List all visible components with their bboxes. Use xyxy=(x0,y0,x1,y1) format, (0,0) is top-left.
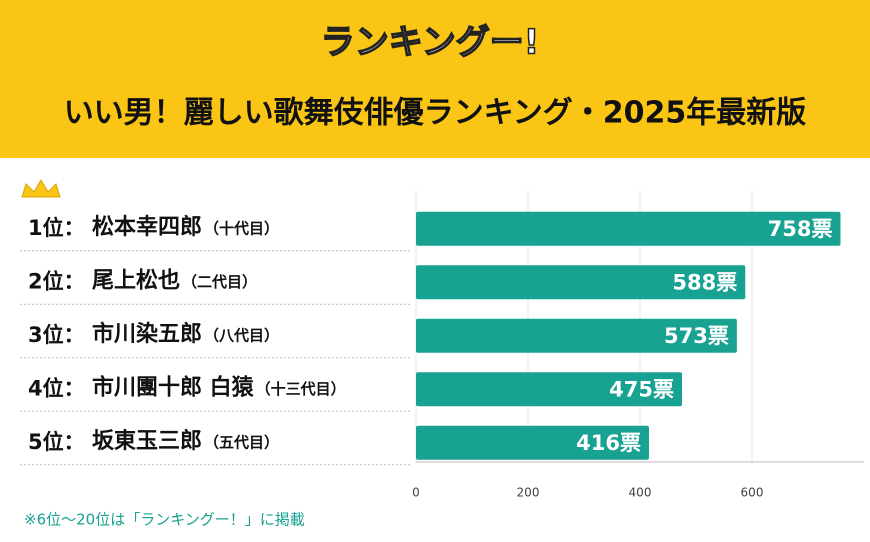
value-label: 573票 xyxy=(664,324,729,348)
rank-label: 3位： xyxy=(28,323,85,347)
x-tick-label: 400 xyxy=(629,486,652,500)
generation-label: （十代目） xyxy=(204,219,279,237)
y-tick-label: 坂東玉三郎 xyxy=(92,428,202,454)
generation-label: （十三代目） xyxy=(256,380,346,398)
rank-label: 1位： xyxy=(28,216,85,240)
rank-label: 5位： xyxy=(28,430,85,454)
x-tick-label: 0 xyxy=(412,486,420,500)
bar xyxy=(416,372,682,407)
crown-icon xyxy=(21,179,61,198)
chart-title: いい男！麗しい歌舞伎俳優ランキング・2025年最新版 xyxy=(64,96,807,131)
footnote: ※6位～20位は「ランキングー！」に掲載 xyxy=(24,511,305,529)
y-tick-label: 松本幸四郎 xyxy=(92,214,202,240)
y-tick-label: 尾上松也 xyxy=(92,268,180,293)
x-tick-label: 200 xyxy=(517,486,540,500)
value-label: 588票 xyxy=(672,270,737,294)
bar xyxy=(416,425,649,460)
generation-label: （五代目） xyxy=(204,433,279,451)
x-tick-label: 600 xyxy=(741,486,764,500)
header-band xyxy=(0,0,870,158)
logo: ランキングー! xyxy=(321,23,540,63)
bar xyxy=(416,318,737,353)
rank-label: 2位： xyxy=(28,269,85,293)
generation-label: （二代目） xyxy=(182,273,257,291)
bar xyxy=(416,211,841,246)
rank-label: 4位： xyxy=(28,376,85,400)
generation-label: （八代目） xyxy=(204,326,279,344)
y-tick-label: 市川染五郎 xyxy=(92,321,202,347)
value-label: 475票 xyxy=(609,377,674,401)
value-label: 758票 xyxy=(768,217,833,241)
bar xyxy=(416,265,746,300)
value-label: 416票 xyxy=(576,431,641,455)
y-tick-label: 市川團十郎 白猿 xyxy=(92,374,255,400)
